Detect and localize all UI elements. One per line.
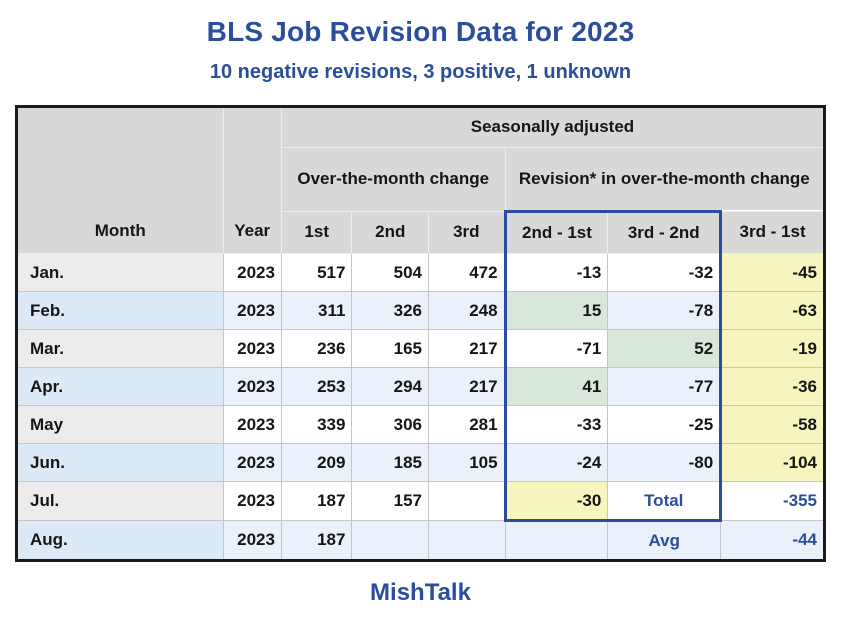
header-row-3: 1st 2nd 3rd 2nd - 1st 3rd - 2nd 3rd - 1s… xyxy=(17,210,825,254)
value-cell-rev-2nd-1st: -30 xyxy=(503,481,609,522)
year-cell: 2023 xyxy=(222,405,282,444)
total-label-cell: Total xyxy=(607,481,723,522)
value-cell-2nd: 504 xyxy=(351,253,430,292)
year-cell: 2023 xyxy=(222,291,282,330)
value-cell-rev-3rd-1st: -36 xyxy=(720,367,825,406)
table-row-mar: Mar. 2023 236 165 217 -71 52 -19 xyxy=(16,329,825,368)
footer-brand: MishTalk xyxy=(370,579,471,606)
value-cell-2nd: 165 xyxy=(351,329,430,368)
month-cell: May xyxy=(16,405,224,444)
value-cell-2nd: 326 xyxy=(351,291,430,330)
year-cell: 2023 xyxy=(222,367,282,406)
group-header-seasonally-adjusted: Seasonally adjusted xyxy=(280,106,826,148)
value-cell-rev-2nd-1st: -24 xyxy=(503,443,609,482)
header-row-2: Over-the-month change Revision* in over-… xyxy=(17,147,826,212)
year-cell: 2023 xyxy=(222,520,282,561)
value-cell-2nd xyxy=(351,520,430,561)
value-cell-2nd: 306 xyxy=(351,405,430,444)
col-header-3rd-minus-2nd: 3rd - 2nd xyxy=(607,210,723,254)
value-cell-2nd: 294 xyxy=(351,367,430,406)
value-cell-3rd: 105 xyxy=(428,443,506,482)
table-row-feb: Feb. 2023 311 326 248 15 -78 -63 xyxy=(16,291,825,330)
value-cell-1st: 253 xyxy=(280,367,353,406)
value-cell-rev-3rd-2nd: 52 xyxy=(607,329,723,368)
month-cell: Jul. xyxy=(16,481,224,521)
avg-label-cell: Avg xyxy=(607,520,722,561)
year-cell: 2023 xyxy=(222,329,282,368)
month-cell: Feb. xyxy=(16,291,224,330)
value-cell-rev-2nd-1st: 41 xyxy=(503,367,609,406)
group-header-over-the-month-change: Over-the-month change xyxy=(280,147,506,212)
col-header-1st: 1st xyxy=(280,211,353,254)
month-cell: Mar. xyxy=(16,329,224,368)
table-row-jan: Jan. 2023 517 504 472 -13 -32 -45 xyxy=(16,253,825,292)
value-cell-1st: 517 xyxy=(280,253,353,292)
value-cell-rev-3rd-2nd: -80 xyxy=(607,443,723,482)
value-cell-3rd: 472 xyxy=(428,253,506,292)
value-cell-rev-3rd-2nd: -77 xyxy=(607,367,723,406)
bls-revision-table: Month Year Seasonally adjusted Over-the-… xyxy=(15,105,826,562)
value-cell-3rd: 248 xyxy=(428,291,506,330)
col-header-year: Year xyxy=(222,106,282,254)
col-header-2nd-minus-1st: 2nd - 1st xyxy=(503,210,609,254)
value-cell-1st: 187 xyxy=(280,481,353,521)
value-cell-rev-3rd-1st: -58 xyxy=(720,405,825,444)
value-cell-3rd xyxy=(428,520,506,561)
value-cell-3rd: 217 xyxy=(428,329,506,368)
col-header-month: Month xyxy=(16,106,224,254)
col-header-3rd: 3rd xyxy=(428,211,506,254)
year-cell: 2023 xyxy=(222,481,282,521)
value-cell-3rd: 217 xyxy=(428,367,506,406)
avg-value-cell: -44 xyxy=(720,520,825,561)
table-row-jun: Jun. 2023 209 185 105 -24 -80 -104 xyxy=(16,443,825,482)
value-cell-rev-3rd-2nd: -25 xyxy=(607,405,723,444)
table-row-apr: Apr. 2023 253 294 217 41 -77 -36 xyxy=(16,367,825,406)
value-cell-1st: 236 xyxy=(280,329,353,368)
page-title: BLS Job Revision Data for 2023 xyxy=(206,16,635,47)
value-cell-2nd: 185 xyxy=(351,443,430,482)
header-row-1: Month Year Seasonally adjusted xyxy=(16,106,826,254)
group-header-revision-in-change: Revision* in over-the-month change xyxy=(504,147,826,212)
value-cell-rev-2nd-1st: -13 xyxy=(503,253,609,292)
col-header-3rd-minus-1st: 3rd - 1st xyxy=(720,211,825,254)
total-value-cell: -355 xyxy=(720,481,825,521)
value-cell-rev-2nd-1st: -33 xyxy=(503,405,609,444)
table-row-may: May 2023 339 306 281 -33 -25 -58 xyxy=(16,405,825,444)
year-cell: 2023 xyxy=(222,443,282,482)
col-header-2nd: 2nd xyxy=(351,211,430,254)
value-cell-2nd: 157 xyxy=(351,481,430,521)
table-row-aug: Aug. 2023 187 Avg -44 xyxy=(16,520,825,561)
value-cell-1st: 209 xyxy=(280,443,353,482)
value-cell-1st: 339 xyxy=(280,405,353,444)
value-cell-rev-2nd-1st xyxy=(504,520,609,561)
value-cell-rev-3rd-2nd: -78 xyxy=(607,291,723,330)
month-cell: Aug. xyxy=(16,520,224,561)
month-cell: Jun. xyxy=(16,443,224,482)
value-cell-3rd xyxy=(428,481,506,521)
year-cell: 2023 xyxy=(222,253,282,292)
value-cell-1st: 187 xyxy=(280,520,353,561)
value-cell-rev-3rd-1st: -45 xyxy=(720,253,825,292)
value-cell-rev-3rd-1st: -63 xyxy=(720,291,825,330)
table-row-jul: Jul. 2023 187 157 -30 Total -355 xyxy=(16,481,825,522)
value-cell-1st: 311 xyxy=(280,291,353,330)
value-cell-rev-3rd-1st: -19 xyxy=(720,329,825,368)
month-cell: Jan. xyxy=(16,253,224,292)
value-cell-rev-2nd-1st: -71 xyxy=(503,329,609,368)
value-cell-3rd: 281 xyxy=(428,405,506,444)
value-cell-rev-3rd-1st: -104 xyxy=(720,443,825,482)
month-cell: Apr. xyxy=(16,367,224,406)
page-subtitle: 10 negative revisions, 3 positive, 1 unk… xyxy=(209,61,632,83)
value-cell-rev-2nd-1st: 15 xyxy=(503,291,609,330)
value-cell-rev-3rd-2nd: -32 xyxy=(607,253,723,292)
